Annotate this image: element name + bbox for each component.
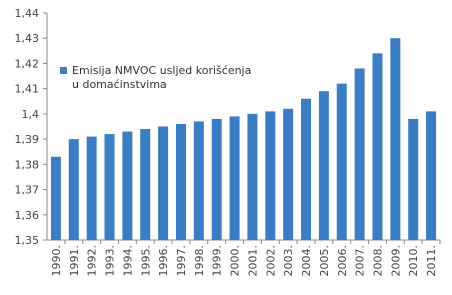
bar bbox=[426, 111, 437, 240]
x-tick-label: 2009. bbox=[389, 245, 402, 277]
bar bbox=[354, 68, 365, 240]
bar bbox=[318, 91, 329, 240]
x-tick-label: 1995. bbox=[139, 245, 152, 277]
x-tick-label: 1996. bbox=[157, 245, 170, 277]
x-tick-label: 2011. bbox=[425, 245, 438, 277]
bar bbox=[372, 53, 383, 240]
bar bbox=[265, 111, 276, 240]
bar bbox=[104, 134, 115, 240]
x-tick-label: 1994. bbox=[121, 245, 134, 277]
y-tick-label: 1,43 bbox=[15, 32, 40, 45]
bar bbox=[229, 116, 240, 240]
y-tick-label: 1,42 bbox=[15, 57, 40, 70]
x-tick-label: 2008. bbox=[371, 245, 384, 277]
bar bbox=[193, 121, 204, 240]
bar bbox=[122, 131, 133, 240]
bar bbox=[158, 126, 169, 240]
bar bbox=[408, 118, 419, 240]
bar bbox=[283, 108, 294, 240]
x-tick-label: 2006. bbox=[336, 245, 349, 277]
x-tick-label: 1997. bbox=[175, 245, 188, 277]
x-tick-label: 1992. bbox=[86, 245, 99, 277]
legend: Emisija NMVOC usljed korišćenja u domaći… bbox=[60, 64, 252, 92]
x-tick-label: 1991. bbox=[68, 245, 81, 277]
bar bbox=[50, 156, 61, 240]
x-tick-label: 1993. bbox=[104, 245, 117, 277]
bar bbox=[140, 129, 151, 240]
y-tick-label: 1,39 bbox=[15, 133, 40, 146]
bar bbox=[175, 123, 186, 240]
x-tick-label: 1990. bbox=[50, 245, 63, 277]
x-tick-label: 1998. bbox=[193, 245, 206, 277]
y-tick-label: 1,44 bbox=[15, 7, 40, 20]
bar bbox=[247, 113, 258, 240]
bar bbox=[211, 118, 222, 240]
legend-label: Emisija NMVOC usljed korišćenja u domaći… bbox=[72, 64, 252, 91]
y-tick-label: 1,4 bbox=[22, 108, 40, 121]
bar bbox=[68, 139, 79, 240]
x-tick-label: 2004. bbox=[300, 245, 313, 277]
y-tick-label: 1,38 bbox=[15, 158, 40, 171]
bar bbox=[390, 38, 401, 240]
legend-swatch bbox=[60, 67, 67, 74]
x-tick-label: 2010. bbox=[407, 245, 420, 277]
y-tick-label: 1,35 bbox=[15, 234, 40, 247]
y-tick-label: 1,36 bbox=[15, 209, 40, 222]
x-tick-label: 2005. bbox=[318, 245, 331, 277]
y-tick-label: 1,41 bbox=[15, 83, 40, 96]
y-tick-label: 1,37 bbox=[15, 184, 40, 197]
x-tick-label: 2000. bbox=[229, 245, 242, 277]
x-tick-label: 2003. bbox=[282, 245, 295, 277]
x-tick-label: 2007. bbox=[354, 245, 367, 277]
bar bbox=[301, 98, 312, 240]
bar bbox=[336, 83, 347, 240]
bar bbox=[86, 136, 97, 240]
x-tick-label: 1999. bbox=[211, 245, 224, 277]
x-tick-label: 2002. bbox=[264, 245, 277, 277]
x-tick-label: 2001. bbox=[246, 245, 259, 277]
